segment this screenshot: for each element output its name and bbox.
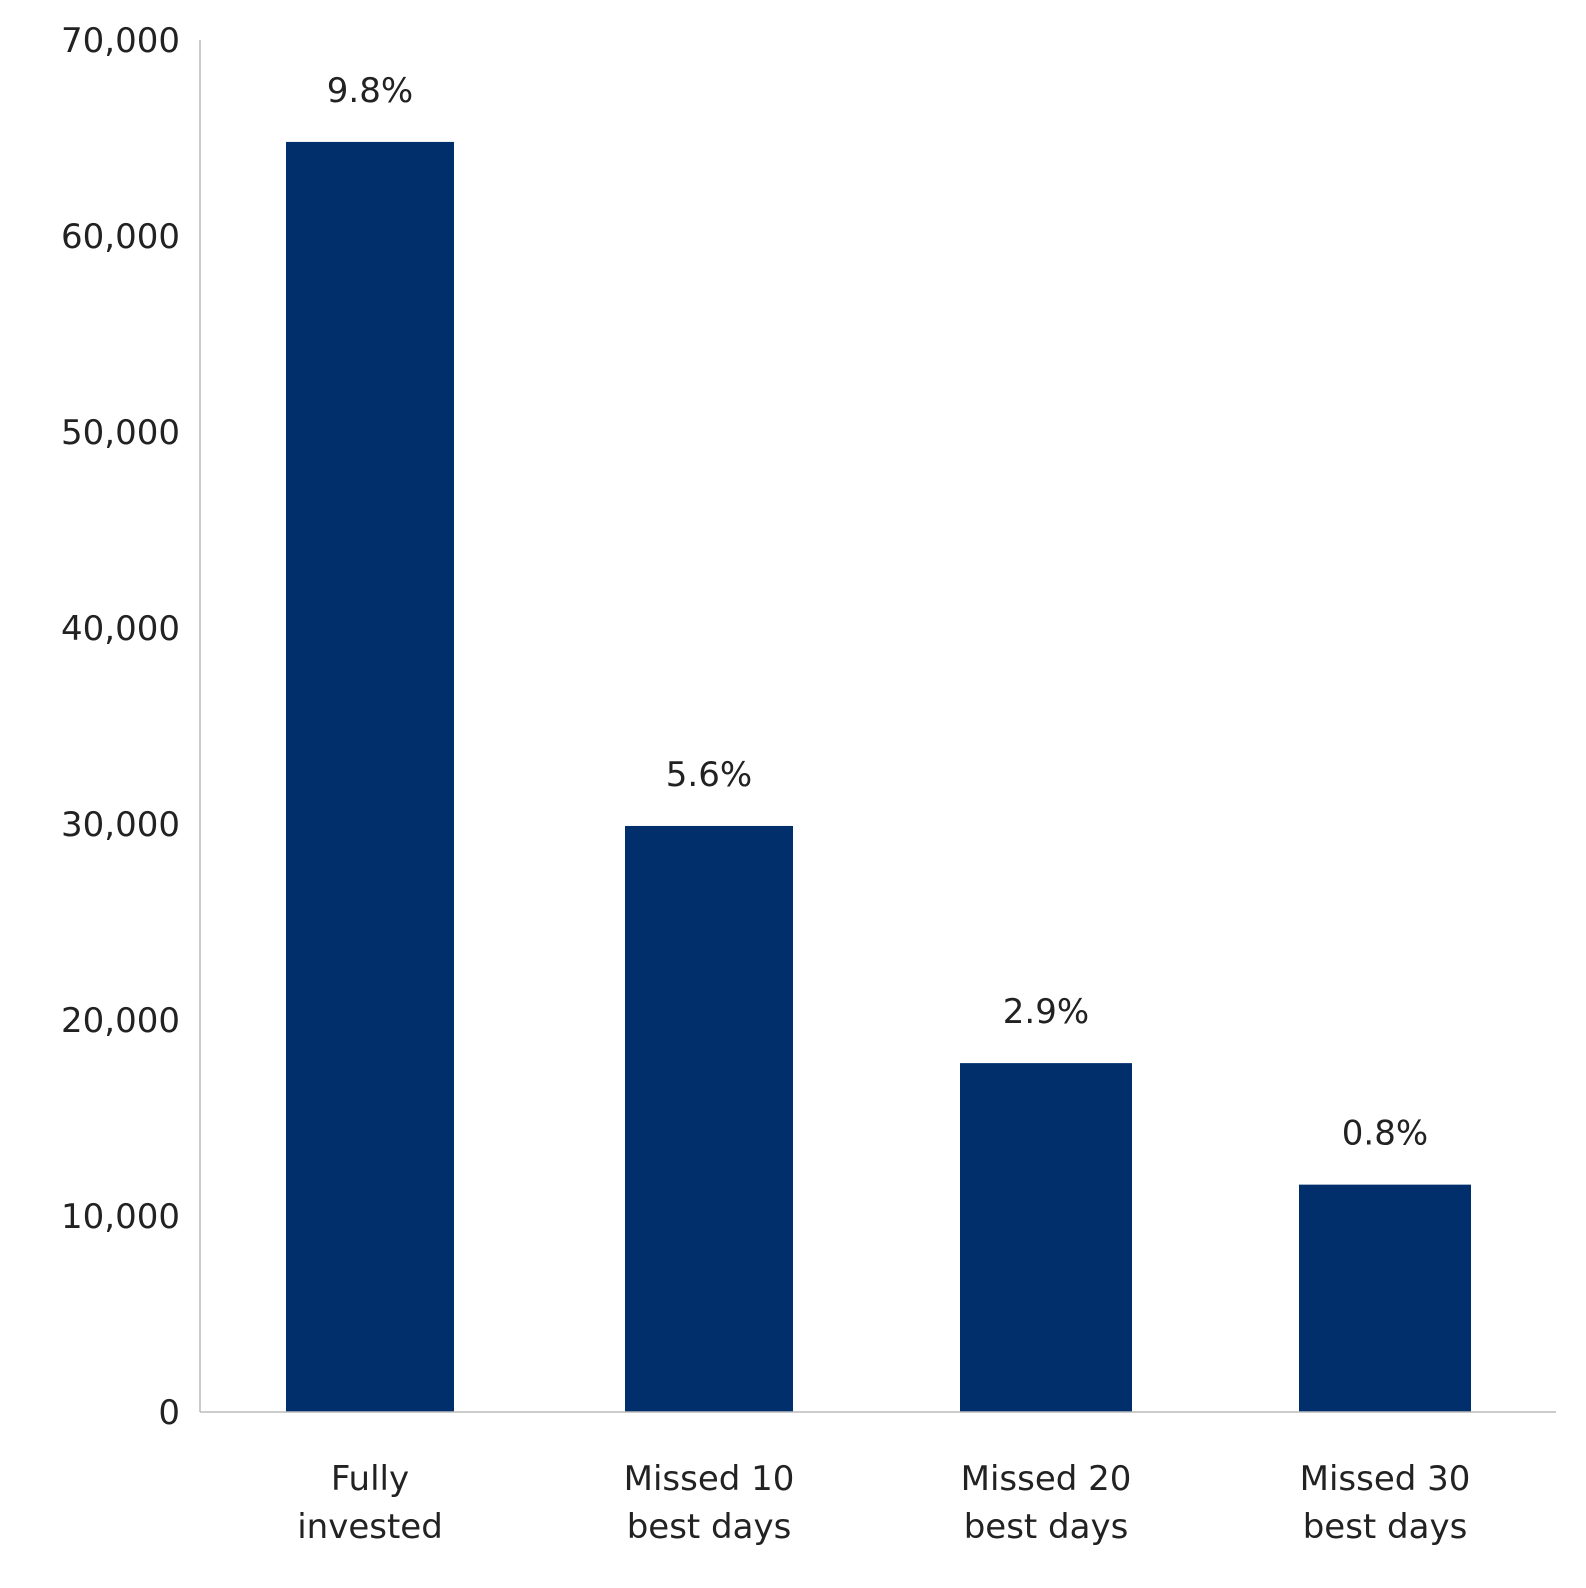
x-tick-label-line: best days — [964, 1507, 1129, 1547]
x-tick-label: Fully invested — [297, 1459, 443, 1547]
x-tick-label-line: best days — [1303, 1507, 1468, 1547]
x-tick-label: Missed 30 best days — [1300, 1459, 1471, 1547]
y-tick-label: 20,000 — [61, 1001, 180, 1041]
data-label: 9.8% — [327, 71, 413, 111]
x-tick-label: Missed 20 best days — [961, 1459, 1132, 1547]
y-axis: 0 10,000 20,000 30,000 40,000 50,000 60,000 70,… — [61, 21, 201, 1433]
bar — [625, 825, 793, 1412]
x-tick-label-line: best days — [627, 1507, 792, 1547]
y-tick-label: 0 — [158, 1393, 180, 1433]
x-tick-label-line: invested — [297, 1507, 443, 1547]
y-tick-label: 70,000 — [61, 21, 180, 61]
y-tick-label: 40,000 — [61, 609, 180, 649]
x-tick-label-line: Missed 30 — [1300, 1459, 1471, 1499]
x-tick-label-line: Fully — [331, 1459, 409, 1499]
bar — [960, 1063, 1132, 1412]
x-tick-label-line: Missed 20 — [961, 1459, 1132, 1499]
bar — [286, 141, 454, 1412]
bar — [1299, 1184, 1471, 1412]
data-label: 2.9% — [1003, 992, 1089, 1032]
y-tick-label: 50,000 — [61, 413, 180, 453]
data-label: 0.8% — [1342, 1114, 1428, 1154]
y-tick-label: 10,000 — [61, 1197, 180, 1237]
data-label: 5.6% — [666, 755, 752, 795]
data-labels: 9.8% 5.6% 2.9% 0.8% — [327, 71, 1428, 1154]
bars — [286, 141, 1471, 1412]
x-tick-label: Missed 10 best days — [624, 1459, 795, 1547]
x-tick-label-line: Missed 10 — [624, 1459, 795, 1499]
y-tick-label: 30,000 — [61, 805, 180, 845]
y-tick-label: 60,000 — [61, 217, 180, 257]
